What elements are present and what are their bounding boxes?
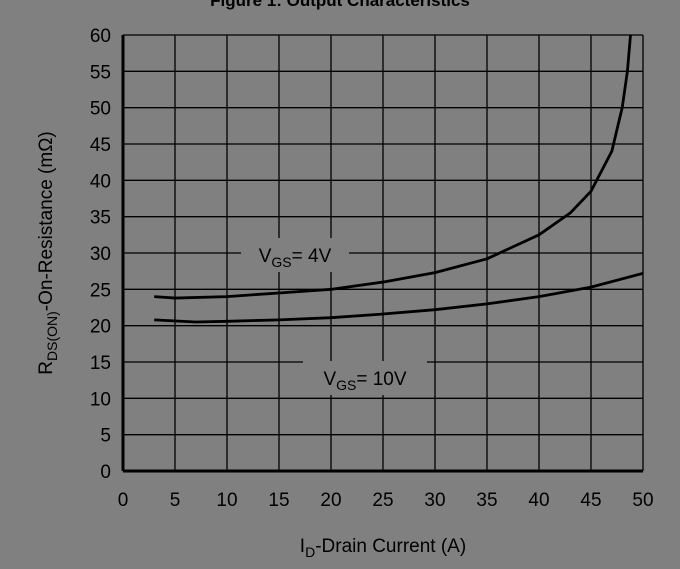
y-tick-label: 30: [90, 244, 111, 265]
y-tick-label: 25: [90, 280, 111, 301]
text-part: -Drain Current (A): [315, 536, 466, 557]
x-tick-label: 0: [118, 490, 129, 511]
text-part: V: [259, 246, 272, 267]
y-tick-label: 0: [100, 462, 111, 483]
text-part: V: [323, 369, 336, 390]
y-tick-label: 55: [90, 62, 111, 83]
x-tick-label: 40: [528, 490, 549, 511]
subscript: GS: [336, 377, 356, 393]
annotation: VGS= 10V: [323, 369, 406, 393]
y-tick-label: 5: [100, 426, 111, 447]
x-tick-label: 15: [268, 490, 289, 511]
annotation-bg: [241, 238, 349, 272]
text-part: I: [300, 536, 305, 557]
y-tick-label: 40: [90, 171, 111, 192]
subscript: DS(ON): [44, 311, 60, 361]
x-tick-label: 10: [216, 490, 237, 511]
y-tick-label: 50: [90, 99, 111, 120]
annotation: VGS= 4V: [259, 246, 332, 270]
text-part: = 4V: [292, 246, 332, 267]
x-tick-label: 45: [580, 490, 601, 511]
y-tick-label: 60: [90, 26, 111, 47]
subscript: D: [305, 544, 315, 560]
y-tick-label: 45: [90, 135, 111, 156]
y-tick-label: 10: [90, 389, 111, 410]
y-tick-label: 20: [90, 317, 111, 338]
x-tick-label: 35: [476, 490, 497, 511]
line: [154, 34, 632, 300]
line: [154, 271, 644, 324]
chart-title: Figure 1: Output Characteristics: [210, 0, 470, 10]
text-part: = 10V: [356, 369, 407, 390]
text-part: -On-Resistance (mΩ): [36, 131, 57, 311]
x-tick-label: 20: [320, 490, 341, 511]
annotation-bg: [303, 361, 427, 395]
x-tick-label: 25: [372, 490, 393, 511]
text-part: R: [36, 361, 57, 375]
y-axis-label: RDS(ON)-On-Resistance (mΩ): [36, 131, 60, 374]
y-tick-label: 15: [90, 353, 111, 374]
x-axis-label: ID-Drain Current (A): [300, 536, 466, 560]
x-tick-label: 50: [632, 490, 653, 511]
y-tick-label: 35: [90, 208, 111, 229]
x-tick-label: 30: [424, 490, 445, 511]
x-tick-label: 5: [170, 490, 181, 511]
subscript: GS: [271, 254, 291, 270]
